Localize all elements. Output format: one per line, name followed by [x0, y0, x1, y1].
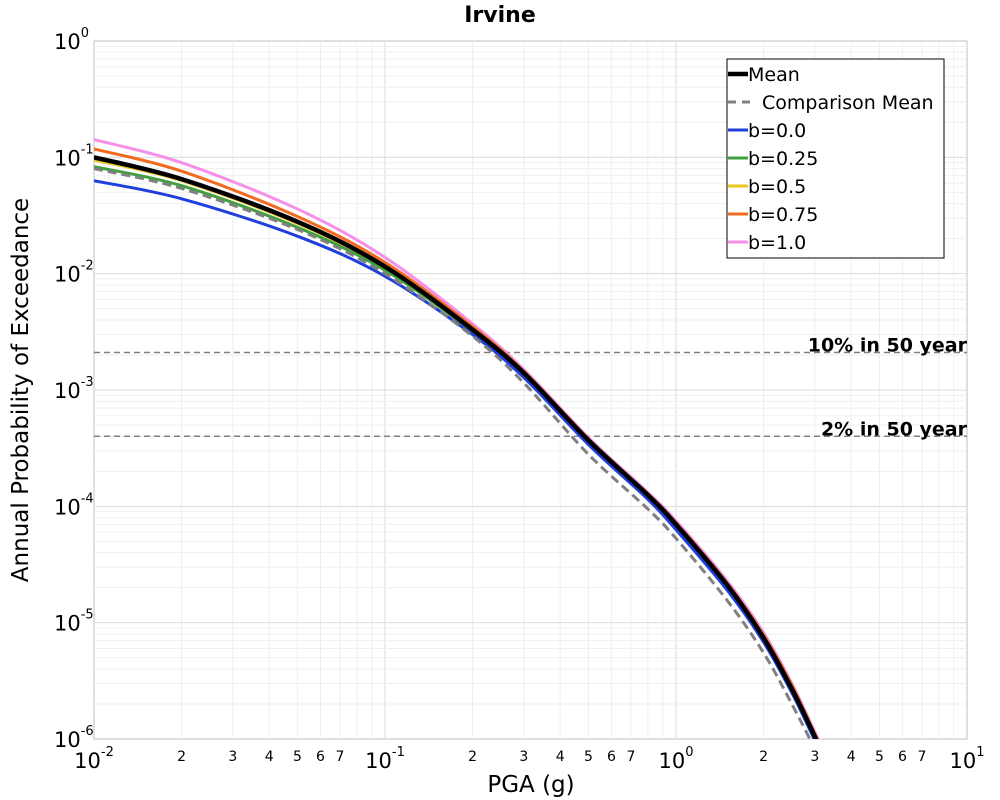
x-axis-label: PGA (g) — [487, 772, 574, 798]
reference-line-label: 2% in 50 year — [821, 418, 968, 440]
y-tick-labels: 10-6 10-5 10-4 10-3 10-2 10-1 100 — [54, 26, 94, 752]
grid — [94, 41, 967, 739]
legend-item: b=0.75 — [728, 204, 818, 226]
x-minor-tick-label: 4 — [265, 749, 274, 765]
legend-label: Mean — [748, 64, 800, 86]
legend-label: b=0.5 — [748, 176, 806, 198]
series-lines — [94, 138, 820, 739]
legend-label: b=0.0 — [748, 120, 806, 142]
y-major-tick-label: 10-1 — [54, 142, 94, 170]
x-minor-tick-label: 6 — [316, 749, 325, 765]
legend-label: b=1.0 — [748, 232, 806, 254]
y-major-tick-label: 10-5 — [54, 608, 94, 636]
y-major-tick-label: 10-6 — [54, 724, 94, 752]
y-major-tick-label: 10-3 — [54, 375, 94, 403]
reference-line-label: 10% in 50 year — [808, 335, 968, 357]
x-minor-tick-label: 5 — [293, 749, 302, 765]
series-line-comparison-mean — [94, 167, 812, 739]
legend-item: b=0.0 — [728, 120, 806, 142]
reference-lines: 10% in 50 year 2% in 50 year — [94, 335, 968, 440]
series-line-mean — [94, 155, 819, 739]
legend-label: Comparison Mean — [762, 92, 934, 114]
x-minor-tick-label: 3 — [810, 749, 819, 765]
legend-item: Mean — [728, 64, 800, 86]
x-minor-tick-label: 2 — [468, 749, 477, 765]
x-major-tick-label: 10-2 — [74, 745, 114, 773]
x-major-tick-label: 10-1 — [365, 745, 405, 773]
legend-item: b=1.0 — [728, 232, 806, 254]
legend-item: b=0.5 — [728, 176, 806, 198]
x-minor-tick-label: 2 — [759, 749, 768, 765]
x-minor-tick-label: 4 — [556, 749, 565, 765]
y-major-tick-label: 10-2 — [54, 259, 94, 287]
x-minor-tick-label: 5 — [584, 749, 593, 765]
x-minor-tick-label: 7 — [917, 749, 926, 765]
x-minor-tick-label: 6 — [898, 749, 907, 765]
legend-item: Comparison Mean — [728, 92, 934, 114]
x-major-tick-label: 101 — [949, 745, 984, 773]
x-minor-tick-label: 4 — [847, 749, 856, 765]
x-minor-tick-label: 5 — [875, 749, 884, 765]
y-major-tick-label: 10-4 — [54, 491, 94, 519]
x-minor-tick-label: 3 — [228, 749, 237, 765]
x-minor-tick-label: 7 — [626, 749, 635, 765]
x-minor-tick-label: 6 — [607, 749, 616, 765]
chart-title: Irvine — [464, 3, 536, 28]
legend-item: b=0.25 — [728, 148, 818, 170]
y-major-tick-label: 100 — [54, 26, 89, 54]
x-minor-tick-label: 3 — [519, 749, 528, 765]
legend-label: b=0.25 — [748, 148, 818, 170]
x-minor-tick-label: 2 — [177, 749, 186, 765]
x-minor-tick-label: 7 — [335, 749, 344, 765]
legend-label: b=0.75 — [748, 204, 818, 226]
y-axis-label: Annual Probability of Exceedance — [8, 198, 34, 582]
legend: Mean Comparison Mean b=0.0 b=0.25 b=0.5 b=0.7… — [726, 58, 945, 259]
x-major-tick-label: 100 — [658, 745, 693, 773]
legend-box — [726, 58, 945, 259]
